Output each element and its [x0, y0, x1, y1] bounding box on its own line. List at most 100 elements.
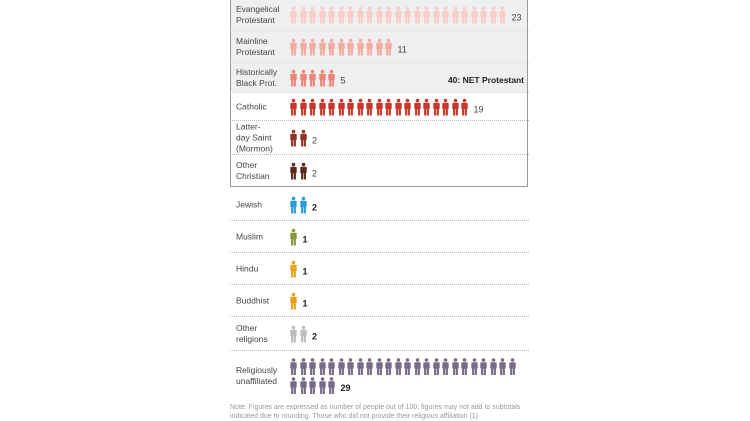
- person-icon: [290, 69, 297, 86]
- row-buddhist: Buddhist 1: [230, 284, 529, 316]
- person-icon: [432, 357, 440, 375]
- person-icon: [461, 98, 468, 115]
- row-jewish: Jewish 2: [230, 190, 529, 220]
- person-icon: [328, 6, 335, 24]
- person-icon: [385, 6, 392, 24]
- person-icon: [366, 98, 373, 115]
- person-icon: [442, 6, 449, 24]
- person-icon: [299, 162, 307, 180]
- person-icon: [299, 129, 307, 146]
- person-icon: [480, 6, 487, 24]
- person-icon: [318, 98, 326, 115]
- person-icon: [366, 38, 373, 55]
- person-icon: [290, 98, 297, 115]
- person-icon: [508, 357, 516, 375]
- person-icon: [318, 69, 326, 86]
- person-icon: [309, 6, 316, 24]
- icon-group: 23: [290, 6, 530, 24]
- person-icon: [356, 6, 364, 24]
- person-icon: [499, 357, 506, 375]
- person-icon: [347, 6, 354, 24]
- person-icon: [299, 69, 307, 86]
- person-icon: [356, 98, 364, 115]
- row-label: Muslim: [236, 231, 263, 241]
- row-mainline-protestant: Mainline Protestant 11: [230, 30, 529, 62]
- person-icon: [290, 6, 297, 24]
- person-icon: [394, 6, 402, 24]
- person-icon: [337, 38, 345, 55]
- person-icon: [337, 98, 345, 115]
- person-icon: [337, 6, 345, 24]
- person-icon: [366, 357, 373, 375]
- person-icon: [347, 38, 354, 55]
- person-icon: [309, 69, 316, 86]
- person-icon: [461, 357, 468, 375]
- person-icon: [394, 98, 402, 115]
- value-label: 1: [302, 298, 308, 308]
- person-icon: [470, 6, 478, 24]
- person-icon: [299, 196, 307, 214]
- row-label: Buddhist: [236, 295, 270, 305]
- person-icon: [290, 228, 297, 245]
- person-icon: [385, 357, 392, 375]
- person-icon: [470, 357, 478, 375]
- person-icon: [385, 98, 392, 115]
- person-icon: [347, 98, 354, 115]
- row-evangelical-protestant: Evangelical Protestant 23: [230, 0, 529, 30]
- person-icon: [290, 292, 297, 309]
- row-label: Hindu: [236, 263, 259, 273]
- person-icon: [499, 6, 506, 24]
- person-icon: [489, 357, 497, 375]
- person-icon: [423, 6, 430, 24]
- value-label: 5: [340, 75, 346, 85]
- value-label: 2: [312, 202, 318, 213]
- person-icon: [290, 325, 297, 342]
- row-label: Mainline Protestant: [236, 35, 275, 57]
- person-icon: [432, 98, 440, 115]
- value-label: 29: [340, 382, 351, 393]
- person-icon: [423, 357, 430, 375]
- person-icon: [366, 6, 373, 24]
- person-icon: [318, 376, 326, 394]
- value-label: 23: [511, 12, 522, 23]
- person-icon: [309, 376, 316, 394]
- person-icon: [404, 357, 411, 375]
- person-icon: [413, 6, 421, 24]
- row-muslim: Muslim 1: [230, 220, 529, 252]
- person-icon: [480, 357, 487, 375]
- person-icon: [413, 357, 421, 375]
- icon-group: 1: [290, 228, 530, 245]
- person-icon: [299, 38, 307, 55]
- person-icon: [290, 162, 297, 180]
- person-icon: [337, 357, 345, 375]
- person-icon: [394, 357, 402, 375]
- person-icon: [299, 376, 307, 394]
- person-icon: [328, 69, 335, 86]
- row-label: Evangelical Protestant: [236, 4, 280, 25]
- person-icon: [309, 38, 316, 55]
- icon-group: 19: [290, 98, 530, 115]
- person-icon: [385, 38, 392, 55]
- person-icon: [328, 98, 335, 115]
- person-icon: [299, 98, 307, 115]
- row-label: Other Christian: [236, 160, 270, 181]
- row-historically-black-prot: Historically Black Prot. 5 40: NET Protest…: [230, 62, 529, 92]
- row-latter-day-saint-mormon: Latter- day Saint (Mormon) 2: [230, 120, 529, 154]
- christian-group-box: [230, 0, 528, 187]
- icon-group: 5: [290, 69, 530, 86]
- icon-group: 29: [290, 357, 522, 394]
- person-icon: [451, 98, 459, 115]
- person-icon: [404, 98, 411, 115]
- person-icon: [318, 357, 326, 375]
- icon-group: 1: [290, 292, 530, 309]
- person-icon: [451, 6, 459, 24]
- icon-group: 2: [290, 196, 530, 214]
- row-religiously-unaffiliated: Religiously unaffiliated 29: [230, 350, 529, 400]
- person-icon: [290, 260, 297, 277]
- person-icon: [299, 325, 307, 342]
- row-label: Latter- day Saint (Mormon): [236, 121, 273, 153]
- person-icon: [356, 38, 364, 55]
- value-label: 2: [312, 135, 318, 145]
- person-icon: [375, 38, 383, 55]
- row-label: Other religions: [236, 322, 268, 344]
